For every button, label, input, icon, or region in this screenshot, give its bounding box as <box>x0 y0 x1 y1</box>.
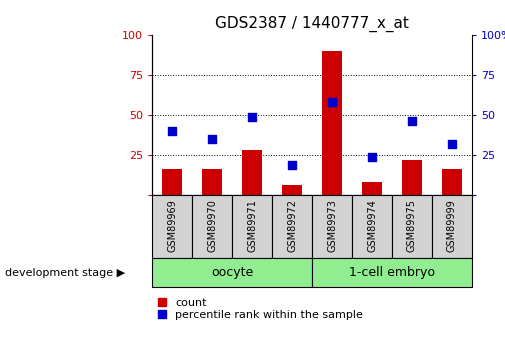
Title: GDS2387 / 1440777_x_at: GDS2387 / 1440777_x_at <box>215 16 409 32</box>
Bar <box>432 195 472 258</box>
Text: GSM89999: GSM89999 <box>447 199 457 252</box>
Text: development stage ▶: development stage ▶ <box>5 267 125 277</box>
Text: GSM89973: GSM89973 <box>327 199 337 252</box>
Legend: count, percentile rank within the sample: count, percentile rank within the sample <box>158 297 363 320</box>
Bar <box>312 258 472 287</box>
Text: 1-cell embryo: 1-cell embryo <box>349 266 435 279</box>
Text: GSM89974: GSM89974 <box>367 199 377 252</box>
Text: oocyte: oocyte <box>211 266 253 279</box>
Point <box>448 141 456 147</box>
Bar <box>362 182 382 195</box>
Bar <box>442 169 462 195</box>
Bar <box>312 195 352 258</box>
Bar <box>402 160 422 195</box>
Bar <box>152 258 312 287</box>
Bar <box>242 150 262 195</box>
Text: GSM89975: GSM89975 <box>407 199 417 253</box>
Bar <box>392 195 432 258</box>
Point <box>288 162 296 167</box>
Text: GSM89971: GSM89971 <box>247 199 257 252</box>
Bar <box>232 195 272 258</box>
Point <box>168 128 176 134</box>
Point <box>368 154 376 159</box>
Bar <box>152 195 192 258</box>
Text: GSM89972: GSM89972 <box>287 199 297 253</box>
Bar <box>192 195 232 258</box>
Point <box>328 99 336 105</box>
Point <box>208 136 216 142</box>
Text: GSM89970: GSM89970 <box>207 199 217 252</box>
Bar <box>282 185 302 195</box>
Bar <box>162 169 182 195</box>
Bar <box>352 195 392 258</box>
Text: GSM89969: GSM89969 <box>167 199 177 252</box>
Bar <box>202 169 222 195</box>
Point <box>408 119 416 124</box>
Bar <box>272 195 312 258</box>
Bar <box>322 51 342 195</box>
Point <box>248 114 256 119</box>
